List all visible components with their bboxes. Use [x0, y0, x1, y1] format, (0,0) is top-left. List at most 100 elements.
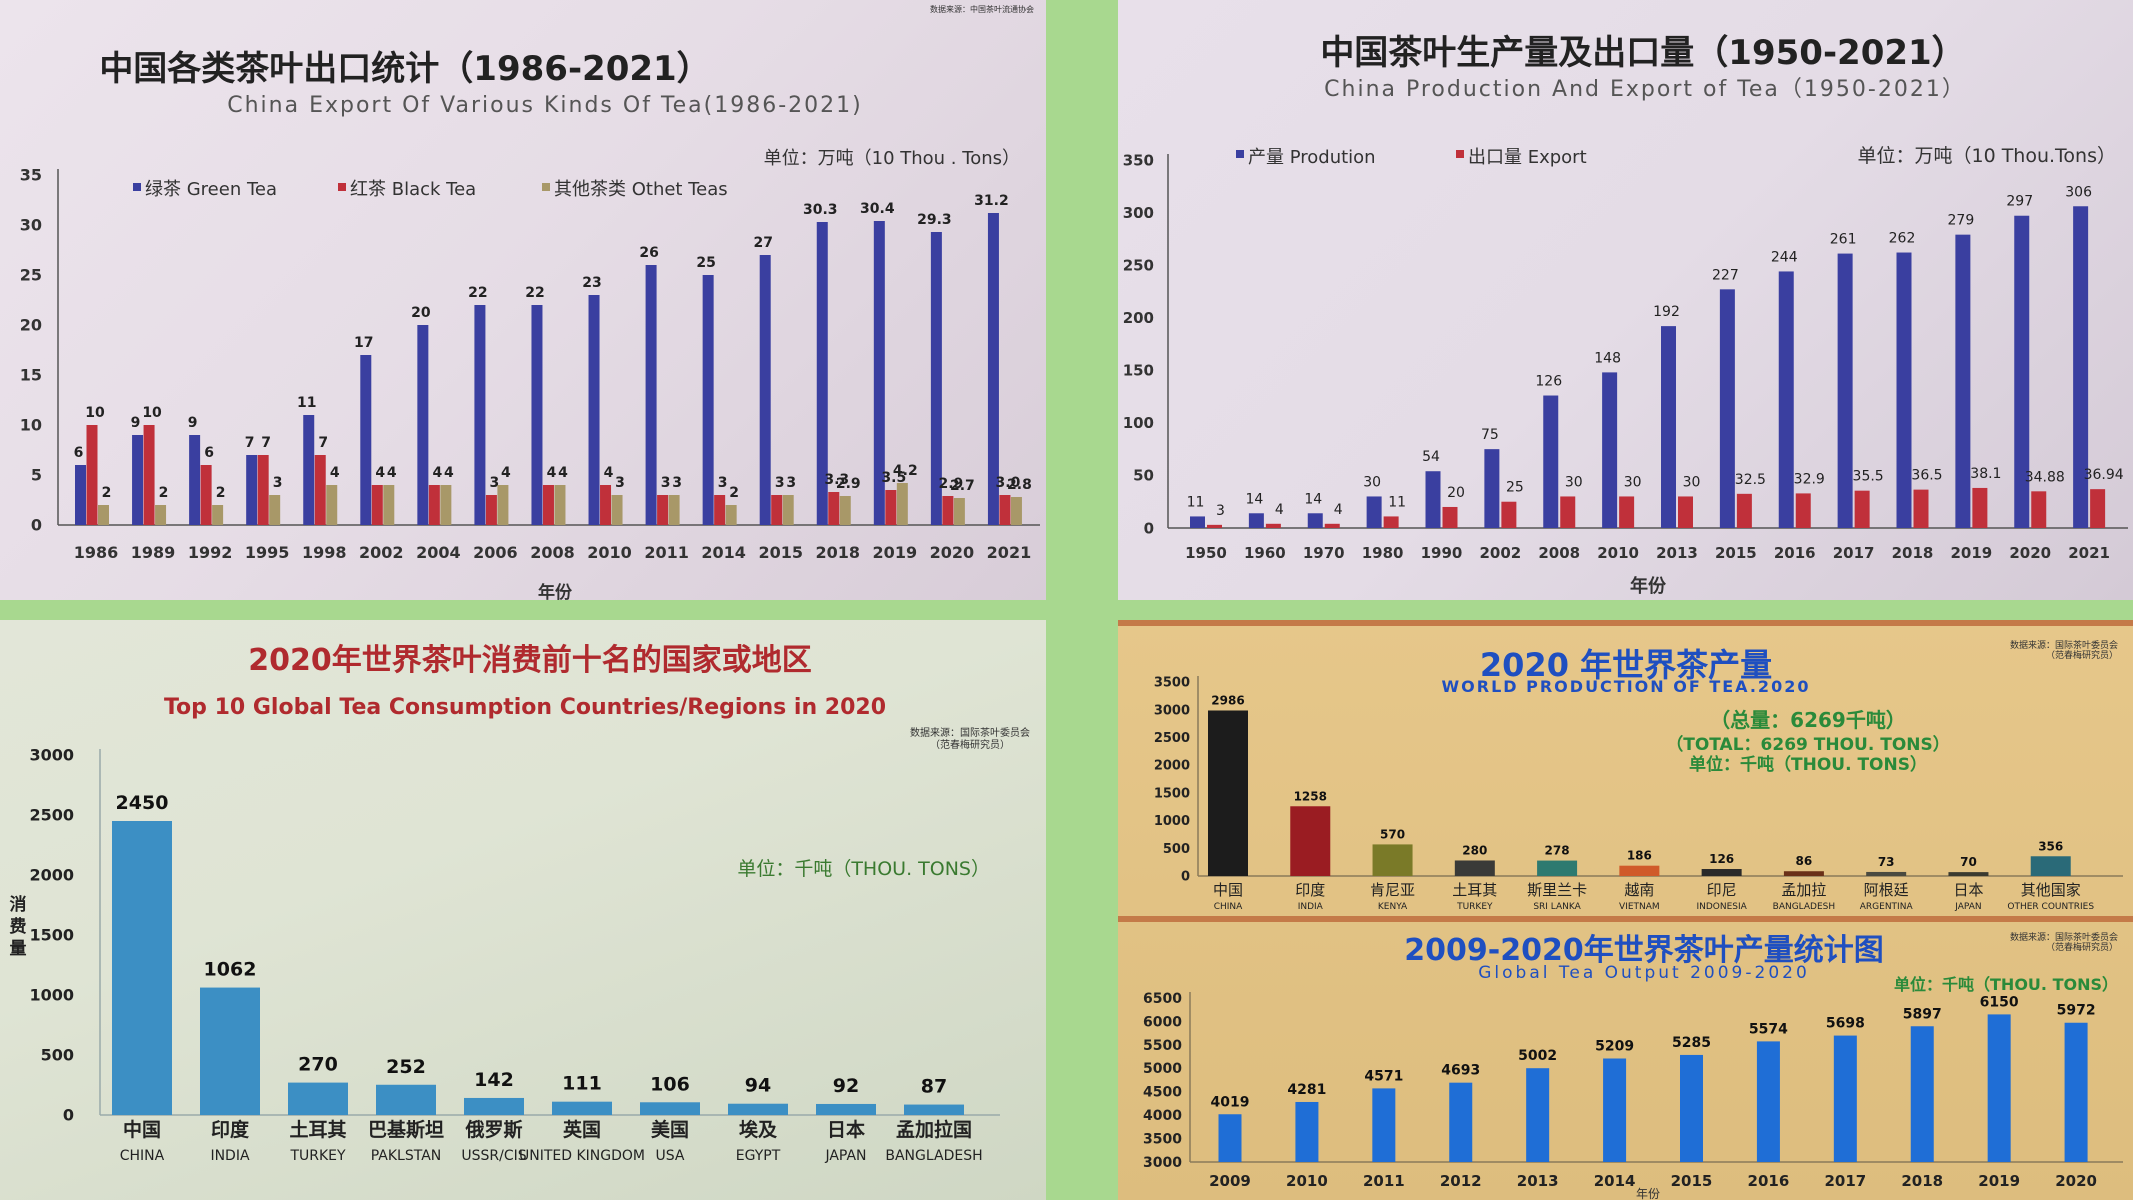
consumption-bar [376, 1084, 436, 1115]
x-tick-label-en: USA [656, 1148, 685, 1164]
y-tick-label: 4500 [1143, 1085, 1182, 1101]
bar-data-label: 126 [1535, 374, 1562, 390]
bar-data-label: 22 [525, 285, 544, 301]
y-tick-label: 3500 [1143, 1131, 1182, 1147]
consumption-bar [112, 821, 172, 1115]
bar-black-tea [86, 425, 98, 525]
x-tick-label: 2018 [1892, 544, 1934, 562]
bar-data-label: 570 [1380, 827, 1405, 841]
bar-green-tea [930, 232, 942, 525]
y-tick-label: 350 [1123, 151, 1154, 169]
y-tick-label: 1000 [29, 986, 74, 1005]
world-production-bar [1948, 872, 1989, 876]
bar-data-label: 38.1 [1970, 466, 2001, 482]
global-output-bar [1910, 1026, 1934, 1162]
consumption-bar [728, 1103, 788, 1115]
x-tick-label-cn: 越南 [1624, 881, 1654, 899]
bar-data-label: 3 [672, 475, 682, 491]
bar-data-label: 3 [1216, 503, 1225, 519]
bar-other-tea [782, 495, 794, 525]
x-tick-label-cn: 中国 [1213, 881, 1243, 899]
bar-data-label: 30 [1363, 474, 1381, 490]
bar-data-label: 11 [297, 395, 316, 411]
x-tick-label: 2019 [1951, 544, 1993, 562]
x-tick-label-en: JAPAN [824, 1148, 866, 1164]
x-tick-label-en: BANGLADESH [1773, 902, 1836, 912]
world-title: 2020 年世界茶产量 [1480, 646, 1772, 684]
bar-data-label: 23 [582, 275, 601, 291]
x-tick-label-en: ARGENTINA [1860, 902, 1914, 912]
bar-data-label: 306 [2065, 184, 2092, 200]
legend-label: 红茶 Black Tea [350, 179, 476, 200]
x-tick-label-en: TURKEY [289, 1148, 346, 1164]
world-production-bar [1866, 871, 1907, 876]
bar-data-label: 94 [745, 1075, 771, 1097]
legend-swatch [1456, 150, 1464, 158]
bar-black-tea [200, 465, 212, 525]
bar-data-label: 2 [729, 485, 739, 501]
bar-data-label: 4 [330, 465, 340, 481]
bar-data-label: 92 [833, 1075, 859, 1097]
x-tick-label: 1990 [1421, 544, 1463, 562]
top-band [1118, 620, 2133, 626]
bar-other-tea [1010, 497, 1022, 525]
bar-data-label: 22 [468, 285, 487, 301]
bar-green-tea [873, 221, 885, 525]
y-tick-label: 5 [31, 466, 42, 485]
bar-other-tea [98, 505, 109, 525]
x-tick-label-en: SRI LANKA [1533, 902, 1581, 912]
x-tick-label: 2021 [2068, 544, 2110, 562]
y-tick-label: 2000 [29, 866, 74, 885]
bar-data-label: 5002 [1518, 1048, 1557, 1064]
x-tick-label: 2013 [1517, 1172, 1559, 1190]
bar-data-label: 4 [547, 465, 557, 481]
bar-data-label: 3 [273, 475, 283, 491]
bar-export [1383, 516, 1399, 528]
x-tick-label: 2021 [987, 543, 1032, 562]
y-tick-label: 5000 [1143, 1061, 1182, 1077]
bar-data-label: 86 [1796, 854, 1813, 868]
x-tick-label-en: BANGLADESH [885, 1148, 982, 1164]
global-output-bar [1295, 1101, 1319, 1162]
bar-other-tea [953, 498, 965, 525]
consumption-bar [904, 1104, 964, 1115]
x-tick-label: 2019 [1978, 1172, 2020, 1190]
bar-black-tea [542, 485, 554, 525]
bar-data-label: 279 [1948, 213, 1975, 229]
consumption-panel: 2020年世界茶叶消费前十名的国家或地区 Top 10 Global Tea C… [0, 620, 1046, 1200]
bar-production [1896, 252, 1912, 529]
bar-data-label: 106 [650, 1073, 690, 1095]
bar-data-label: 4 [501, 465, 511, 481]
bar-data-label: 7 [261, 435, 271, 451]
y-tick-label: 10 [20, 416, 42, 435]
bar-data-label: 4 [444, 465, 454, 481]
bar-data-label: 25 [696, 255, 715, 271]
bar-production [1661, 326, 1676, 528]
consumption-bar [552, 1101, 612, 1115]
bar-green-tea [189, 435, 201, 525]
bar-data-label: 4281 [1287, 1082, 1326, 1098]
bar-data-label: 2 [216, 485, 226, 501]
bar-production [1484, 449, 1500, 528]
bar-data-label: 32.5 [1735, 472, 1766, 488]
x-tick-label: 1992 [188, 543, 233, 562]
consumption-bar [816, 1103, 876, 1115]
x-tick-label: 2014 [701, 543, 746, 562]
global-output-bar [1526, 1068, 1550, 1162]
x-tick-label-en: CHINA [120, 1148, 165, 1164]
bar-data-label: 73 [1878, 855, 1895, 869]
y-tick-label: 200 [1123, 309, 1154, 327]
bar-data-label: 2450 [116, 792, 169, 814]
y-tick-label: 6000 [1143, 1014, 1182, 1030]
bar-green-tea [474, 305, 486, 525]
x-tick-label: 2008 [1538, 544, 1580, 562]
bar-data-label: 3 [615, 475, 625, 491]
bar-data-label: 1258 [1294, 789, 1327, 803]
x-tick-label-en: VIETNAM [1619, 902, 1660, 912]
bar-other-tea [896, 483, 908, 525]
x-tick-label: 2008 [530, 543, 575, 562]
bar-export [1678, 496, 1693, 528]
prod-unit: 单位：万吨（10 Thou.Tons） [1857, 145, 2116, 167]
global-output-bar [1987, 1014, 2011, 1162]
y-tick-label: 0 [63, 1106, 74, 1125]
